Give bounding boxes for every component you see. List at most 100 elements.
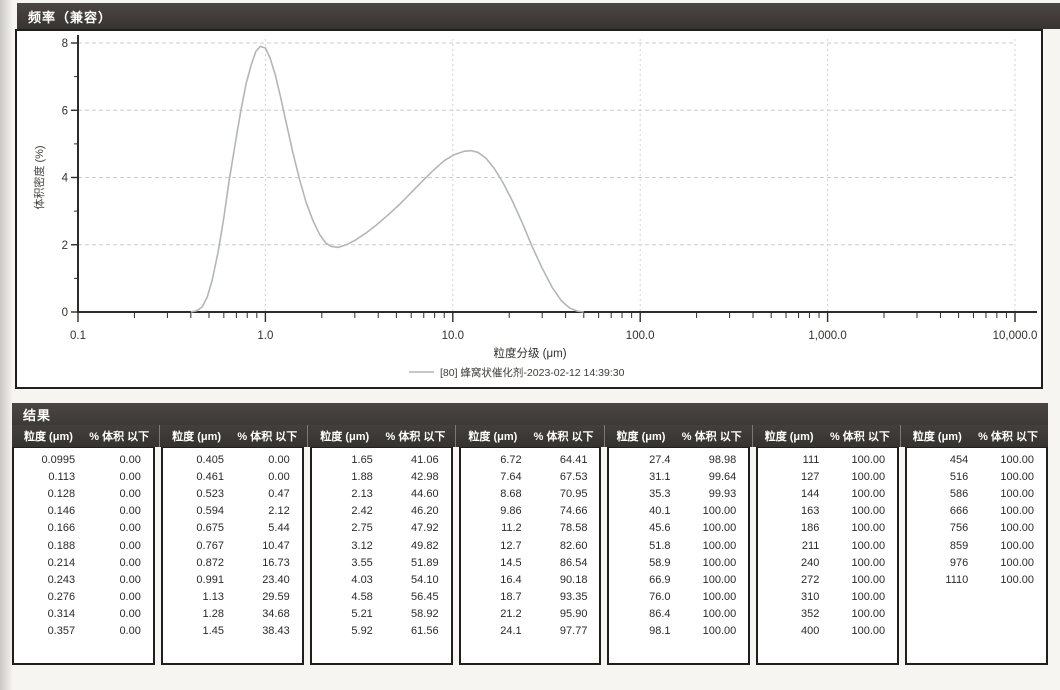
pct-cell: 10.47: [262, 539, 290, 552]
size-cell: 0.146: [47, 505, 76, 518]
pct-cell: 100.00: [1000, 573, 1035, 586]
size-cell: 5.92: [351, 625, 373, 638]
pct-cell: 100.00: [702, 505, 737, 518]
pct-cell: 100.00: [702, 522, 737, 535]
size-cell: 1.13: [202, 591, 224, 604]
table-row: 98.1 100.00: [609, 623, 748, 640]
size-column-header: 粒度 (μm): [616, 431, 666, 443]
table-row: 76.0 100.00: [609, 589, 748, 606]
pct-column-header: % 体积 以下: [681, 431, 742, 443]
pct-cell: 64.41: [559, 453, 588, 466]
x-tick-label: 1.0: [257, 330, 273, 342]
size-cell: 586: [949, 487, 969, 500]
pct-cell: 100.00: [1000, 470, 1035, 483]
table-row: 8.68 70.95: [461, 485, 600, 502]
table-row: 1.65 41.06: [312, 451, 451, 468]
pct-column-header: % 体积 以下: [237, 431, 298, 443]
table-row: 1110 100.00: [907, 571, 1046, 588]
pct-cell: 70.95: [559, 487, 588, 500]
table-row: 5.92 61.56: [312, 623, 451, 640]
table-row: 4.58 56.45: [312, 589, 451, 606]
size-cell: 0.188: [47, 539, 76, 552]
table-row: 2.42 46.20: [312, 503, 451, 520]
pct-cell: 100.00: [851, 625, 886, 638]
size-cell: 186: [801, 522, 820, 535]
pct-cell: 86.54: [559, 556, 588, 569]
column-header-group: 粒度 (μm) % 体积 以下: [455, 425, 603, 447]
size-cell: 4.58: [351, 591, 373, 604]
table-row: 211 100.00: [758, 537, 897, 554]
table-row: 976 100.00: [907, 554, 1046, 571]
size-cell: 76.0: [649, 591, 671, 604]
table-row: 0.991 23.40: [163, 571, 302, 588]
pct-cell: 0.00: [119, 556, 141, 569]
size-column-header: 粒度 (μm): [468, 431, 518, 443]
table-group: 111 100.00 127 100.00 144 100.00 163 100.00 186 1…: [756, 447, 900, 665]
size-cell: 58.9: [649, 556, 671, 569]
pct-cell: 100.00: [851, 591, 886, 604]
table-row: 86.4 100.00: [609, 606, 748, 623]
size-cell: 454: [949, 453, 969, 466]
table-row: 240 100.00: [758, 554, 897, 571]
table-row: 666 100.00: [907, 503, 1046, 520]
table-row: 0.146 0.00: [14, 503, 153, 520]
table-row: 12.7 82.60: [461, 537, 600, 554]
pct-cell: 0.00: [119, 608, 141, 621]
size-cell: 211: [801, 539, 820, 552]
table-row: 859 100.00: [907, 537, 1046, 554]
table-row: 51.8 100.00: [609, 537, 748, 554]
pct-cell: 100.00: [702, 608, 737, 621]
size-cell: 666: [949, 505, 969, 518]
pct-cell: 90.18: [559, 573, 588, 586]
size-cell: 0.113: [48, 470, 76, 483]
y-tick-label: 8: [62, 38, 68, 50]
pct-cell: 0.00: [119, 470, 141, 483]
size-cell: 127: [801, 470, 820, 483]
table-row: 5.21 58.92: [312, 606, 451, 623]
size-cell: 111: [802, 453, 820, 466]
pct-cell: 58.92: [411, 608, 439, 621]
pct-cell: 51.89: [411, 556, 439, 569]
size-column-header: 粒度 (μm): [912, 431, 962, 443]
size-column-header: 粒度 (μm): [320, 431, 370, 443]
size-cell: 0.405: [196, 453, 224, 466]
table-row: 0.594 2.12: [163, 503, 302, 520]
size-cell: 0.991: [196, 573, 224, 586]
column-header-group: 粒度 (μm) % 体积 以下: [159, 425, 307, 447]
pct-cell: 100.00: [702, 625, 737, 638]
table-row: 40.1 100.00: [609, 503, 748, 520]
pct-cell: 0.00: [119, 539, 141, 552]
table-row: 45.6 100.00: [609, 520, 748, 537]
y-tick-label: 2: [62, 240, 68, 252]
pct-cell: 82.60: [559, 539, 588, 552]
size-cell: 0.675: [196, 522, 224, 535]
table-row: 11.2 78.58: [461, 520, 600, 537]
table-row: 1.13 29.59: [163, 589, 302, 606]
table-row: 18.7 93.35: [461, 589, 600, 606]
size-cell: 0.872: [196, 556, 224, 569]
results-title-bar: 结果: [12, 403, 1048, 425]
pct-cell: 0.00: [119, 625, 141, 638]
table-row: 144 100.00: [758, 485, 897, 502]
pct-cell: 100.00: [851, 453, 886, 466]
table-row: 7.64 67.53: [461, 468, 600, 485]
pct-cell: 46.20: [411, 505, 439, 518]
pct-cell: 42.98: [411, 470, 439, 483]
table-group: 1.65 41.06 1.88 42.98 2.13 44.60 2.42 46.20 2.75…: [309, 447, 453, 665]
pct-cell: 16.73: [262, 556, 290, 569]
column-header-group: 粒度 (μm) % 体积 以下: [751, 425, 900, 447]
size-cell: 0.523: [196, 487, 224, 500]
table-row: 400 100.00: [758, 623, 897, 640]
size-cell: 40.1: [649, 505, 671, 518]
pct-cell: 34.68: [262, 608, 290, 621]
y-axis-title: 体积密度 (%): [32, 145, 46, 209]
size-cell: 0.214: [47, 556, 76, 569]
table-row: 14.5 86.54: [461, 554, 600, 571]
size-cell: 51.8: [649, 539, 671, 552]
table-row: 516 100.00: [907, 468, 1046, 485]
table-row: 24.1 97.77: [461, 623, 600, 640]
legend-label: [80] 蜂窝状催化剂-2023-02-12 14:39:30: [440, 366, 625, 379]
size-cell: 0.767: [196, 539, 224, 552]
pct-cell: 0.00: [119, 522, 141, 535]
table-row: 35.3 99.93: [609, 485, 748, 502]
